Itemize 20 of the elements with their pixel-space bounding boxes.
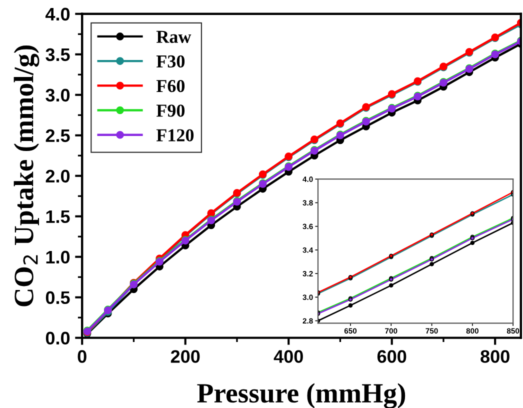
- y-tick-label: 2.0: [46, 170, 70, 183]
- legend-label: F90: [156, 104, 185, 117]
- legend-label: F30: [156, 55, 185, 68]
- y-tick-label: 3.5: [46, 48, 70, 62]
- y-axis-title: CO$_{2}$ Uptake (mmol/g): [14, 46, 40, 306]
- x-tick-label: 600: [377, 350, 406, 363]
- x-tick-label: 400: [274, 350, 303, 363]
- y-tick-label: 0.5: [46, 291, 70, 304]
- y-tick-label: 0.0: [46, 332, 70, 345]
- y-tick-label: 4.0: [45, 8, 70, 21]
- legend-label: F120: [156, 129, 194, 142]
- legend-label: F60: [156, 80, 185, 92]
- y-tick-label: 3.0: [46, 88, 70, 102]
- x-tick-label: 800: [480, 350, 510, 363]
- x-tick-label: 0: [78, 350, 86, 363]
- y-tick-label: 1.5: [46, 210, 70, 224]
- y-tick-label: 1.0: [46, 250, 70, 264]
- legend-label: Raw: [156, 30, 192, 43]
- x-tick-label: 200: [170, 350, 200, 363]
- y-tick-label: 2.5: [46, 129, 70, 142]
